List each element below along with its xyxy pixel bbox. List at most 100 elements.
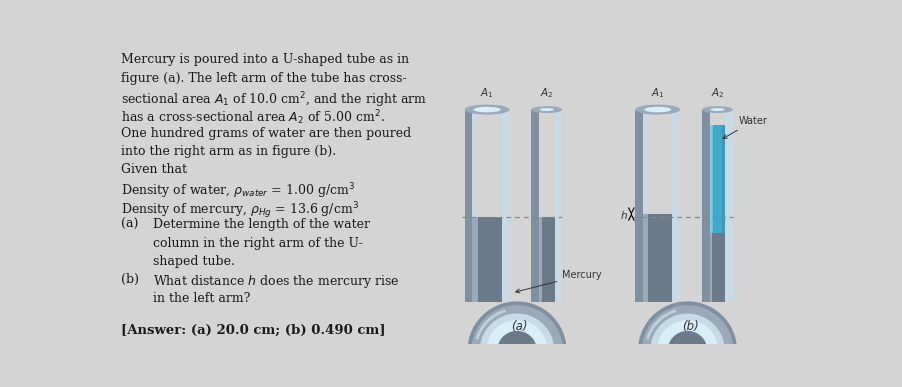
Polygon shape — [470, 304, 564, 351]
Bar — [709, 125, 712, 233]
Ellipse shape — [701, 106, 732, 113]
Ellipse shape — [465, 104, 509, 115]
Bar — [554, 110, 562, 302]
Polygon shape — [646, 310, 728, 351]
Text: Water: Water — [723, 116, 767, 139]
Polygon shape — [476, 310, 557, 351]
Bar — [709, 110, 712, 302]
Polygon shape — [664, 327, 710, 351]
Text: (a): (a) — [121, 218, 138, 231]
Bar — [465, 110, 472, 302]
Text: [Answer: (a) 20.0 cm; (b) 0.490 cm]: [Answer: (a) 20.0 cm; (b) 0.490 cm] — [121, 324, 384, 337]
Polygon shape — [651, 315, 723, 351]
Text: figure (a). The left arm of the tube has cross-: figure (a). The left arm of the tube has… — [121, 72, 406, 85]
Polygon shape — [494, 328, 538, 351]
Text: Determine the length of the water: Determine the length of the water — [153, 218, 370, 231]
Polygon shape — [492, 325, 542, 351]
Ellipse shape — [643, 107, 670, 112]
Polygon shape — [643, 307, 731, 351]
Polygon shape — [472, 306, 561, 351]
Polygon shape — [655, 319, 719, 351]
Polygon shape — [652, 316, 722, 351]
Polygon shape — [654, 318, 720, 351]
Polygon shape — [638, 302, 735, 351]
Polygon shape — [658, 323, 714, 351]
Polygon shape — [473, 307, 560, 351]
Polygon shape — [659, 324, 713, 351]
Bar — [472, 110, 477, 302]
Bar — [530, 110, 538, 302]
Text: $A_1$: $A_1$ — [480, 87, 493, 100]
Text: in the left arm?: in the left arm? — [153, 292, 250, 305]
Polygon shape — [469, 303, 565, 351]
Polygon shape — [475, 310, 557, 351]
Text: Given that: Given that — [121, 163, 187, 176]
Bar — [642, 110, 648, 302]
Bar — [502, 110, 509, 302]
Polygon shape — [667, 330, 707, 351]
Polygon shape — [481, 315, 552, 351]
Polygon shape — [495, 329, 538, 351]
Polygon shape — [488, 323, 545, 351]
Bar — [709, 233, 724, 302]
Ellipse shape — [634, 104, 679, 115]
Bar — [722, 125, 724, 233]
Polygon shape — [487, 322, 546, 351]
Bar — [709, 125, 724, 233]
Polygon shape — [649, 313, 724, 351]
Polygon shape — [492, 327, 540, 351]
Polygon shape — [639, 303, 734, 351]
Text: $h$: $h$ — [619, 209, 627, 221]
Polygon shape — [490, 324, 544, 351]
Text: (b): (b) — [121, 273, 139, 286]
Polygon shape — [641, 306, 732, 351]
Text: One hundred grams of water are then poured: One hundred grams of water are then pour… — [121, 127, 410, 140]
Polygon shape — [661, 325, 712, 351]
Text: Mercury is poured into a U-shaped tube as in: Mercury is poured into a U-shaped tube a… — [121, 53, 409, 66]
Polygon shape — [483, 317, 550, 351]
Polygon shape — [660, 325, 713, 351]
Polygon shape — [471, 305, 563, 351]
Polygon shape — [650, 314, 723, 351]
Polygon shape — [653, 317, 721, 351]
Text: shaped tube.: shaped tube. — [153, 255, 235, 268]
Text: What distance $h$ does the mercury rise: What distance $h$ does the mercury rise — [153, 273, 400, 290]
Text: has a cross-sectional area $A_2$ of 5.00 cm$^2$.: has a cross-sectional area $A_2$ of 5.00… — [121, 108, 384, 127]
Polygon shape — [491, 325, 543, 351]
Bar — [634, 110, 642, 302]
Polygon shape — [665, 328, 709, 351]
Text: (a): (a) — [511, 320, 528, 333]
Polygon shape — [480, 314, 553, 351]
Polygon shape — [662, 327, 711, 351]
Polygon shape — [496, 330, 537, 351]
Text: Mercury: Mercury — [515, 270, 602, 293]
Ellipse shape — [539, 108, 554, 111]
Text: $A_1$: $A_1$ — [650, 87, 664, 100]
Bar — [724, 110, 732, 302]
Polygon shape — [477, 312, 556, 351]
Polygon shape — [479, 313, 554, 351]
Text: sectional area $A_1$ of 10.0 cm$^2$, and the right arm: sectional area $A_1$ of 10.0 cm$^2$, and… — [121, 90, 427, 110]
Polygon shape — [484, 319, 548, 351]
Text: column in the right arm of the U-: column in the right arm of the U- — [153, 236, 363, 250]
Polygon shape — [640, 304, 733, 351]
Polygon shape — [474, 308, 559, 351]
Polygon shape — [468, 302, 566, 351]
Ellipse shape — [474, 107, 501, 112]
Bar — [472, 217, 502, 302]
Text: $A_2$: $A_2$ — [539, 87, 553, 100]
Bar — [642, 214, 672, 302]
Polygon shape — [648, 312, 726, 351]
Polygon shape — [666, 329, 708, 351]
Bar — [701, 110, 709, 302]
Polygon shape — [485, 320, 548, 351]
Polygon shape — [474, 309, 558, 351]
Polygon shape — [647, 310, 727, 351]
Ellipse shape — [710, 108, 723, 111]
Polygon shape — [649, 312, 725, 351]
Text: into the right arm as in figure (b).: into the right arm as in figure (b). — [121, 145, 336, 158]
Polygon shape — [644, 308, 730, 351]
Text: (b): (b) — [681, 320, 698, 333]
Text: $A_2$: $A_2$ — [710, 87, 723, 100]
Polygon shape — [493, 327, 539, 351]
